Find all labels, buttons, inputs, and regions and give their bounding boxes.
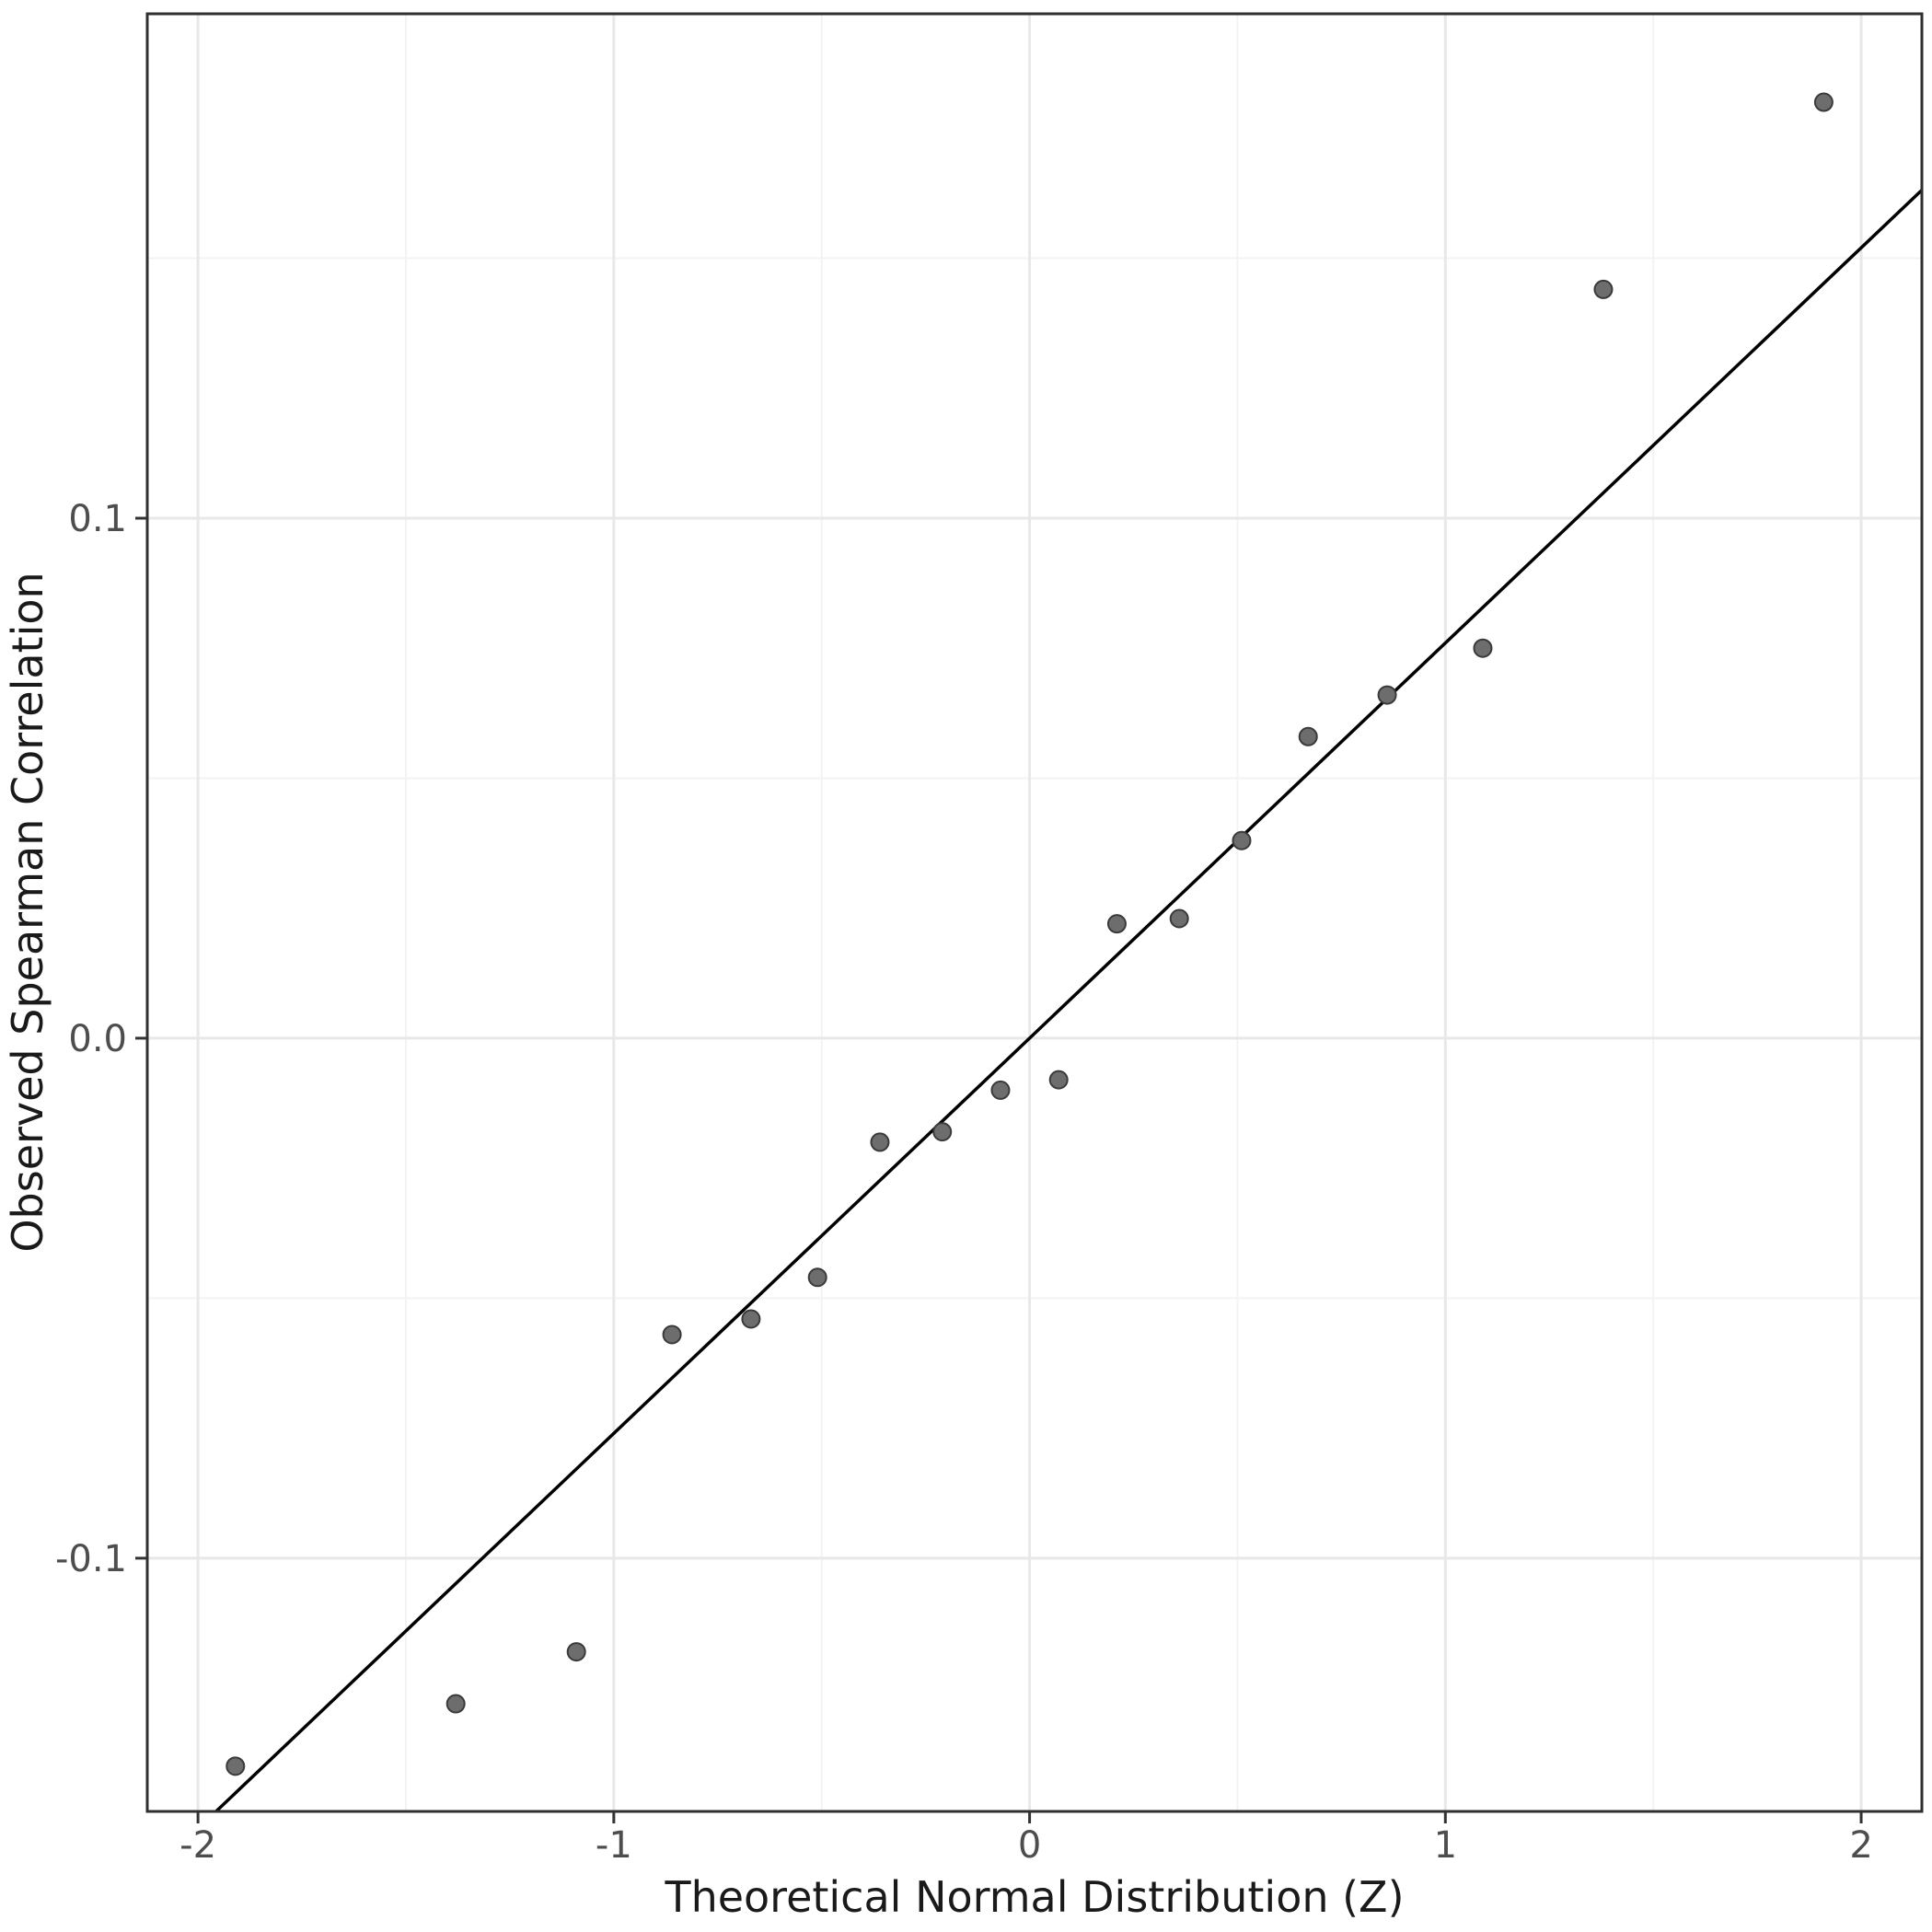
axes: -2 -1 0 1 2 -0.1 0.0 0.1 [55, 12, 1924, 1867]
x-tick-label: 2 [1849, 1824, 1872, 1867]
data-point [566, 1642, 586, 1662]
data-point [226, 1756, 246, 1776]
data-point [1473, 638, 1493, 658]
data-point [1377, 685, 1397, 705]
data-point [741, 1309, 761, 1329]
gridlines [147, 14, 1922, 1811]
data-point [1813, 92, 1834, 112]
y-axis-title: Observed Spearman Correlation [3, 572, 52, 1252]
y-tick-label: 0.0 [68, 1018, 127, 1060]
x-axis-title: Theoretical Normal Distribution (Z) [664, 1872, 1404, 1922]
panel-border [145, 12, 1924, 1813]
data-point [870, 1132, 890, 1152]
x-tick-label: -2 [179, 1824, 216, 1867]
plot-marks [214, 92, 1924, 1813]
data-point [990, 1080, 1011, 1100]
y-tick-label: -0.1 [55, 1538, 127, 1580]
data-point [662, 1325, 682, 1345]
data-point [1048, 1070, 1069, 1090]
data-point [1169, 908, 1189, 929]
data-point [932, 1122, 953, 1142]
data-point [1593, 279, 1614, 299]
x-tick-label: -1 [596, 1824, 632, 1867]
data-point [1232, 830, 1252, 850]
x-tick-label: 0 [1018, 1824, 1041, 1867]
data-point [807, 1267, 827, 1288]
panel-background [147, 14, 1922, 1811]
qq-reference-line [214, 189, 1924, 1813]
data-point [1106, 914, 1127, 934]
x-tick-label: 1 [1434, 1824, 1457, 1867]
data-point [445, 1694, 466, 1714]
y-tick-label: 0.1 [68, 498, 127, 540]
data-point [1298, 726, 1318, 746]
